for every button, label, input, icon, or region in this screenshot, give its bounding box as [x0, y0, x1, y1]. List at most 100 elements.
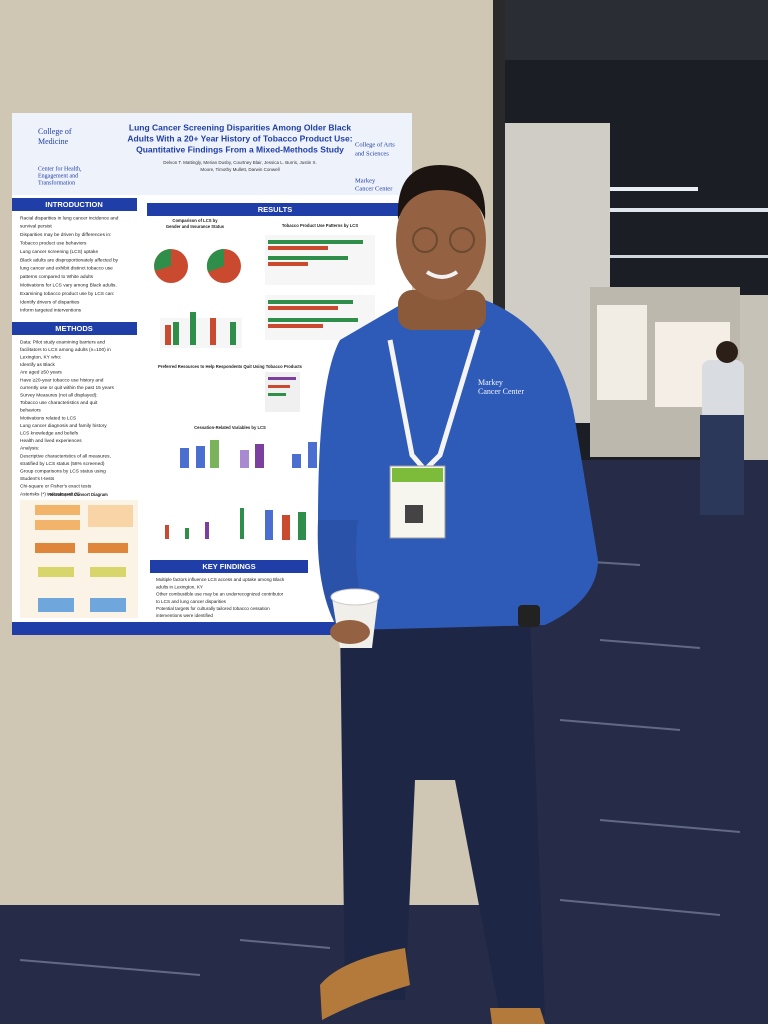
figure-bar [268, 393, 286, 396]
smile [425, 270, 459, 279]
poster-bullet: Inform targeted interventions [20, 308, 82, 314]
poster-footer [12, 622, 412, 635]
figure-bar [268, 300, 353, 304]
logo-text: College of [38, 127, 72, 136]
far-poster [597, 305, 647, 400]
poster-bullet: Survey Measures (not all displayed): [20, 392, 98, 398]
figure-bar [196, 446, 205, 468]
figure-bar [268, 377, 296, 380]
lanyard [387, 339, 427, 472]
poster-bullet: Student's t-tests [20, 476, 55, 482]
poster-bar-figures [160, 235, 375, 540]
figure-bar [210, 440, 219, 468]
figure-bar [298, 512, 306, 540]
logo-text: Engagement and [38, 173, 78, 179]
cup-lid [330, 588, 380, 606]
figure-bar [173, 322, 179, 345]
logo-text: Transformation [38, 179, 75, 186]
person-background [716, 341, 738, 363]
logo-text: and Sciences [355, 150, 389, 157]
section-heading: RESULTS [258, 205, 292, 214]
section-header-bar [150, 560, 308, 573]
poster-bullet: Analysis: [20, 446, 39, 452]
diagram-box [88, 505, 133, 527]
logo-text: College of Arts [355, 141, 395, 148]
section-header-bar [12, 322, 137, 335]
figure-bar [185, 528, 189, 539]
poster-bullet: Lung cancer screening (LCS) uptake [20, 249, 98, 255]
figure-bar [268, 318, 358, 322]
figure-bar [205, 522, 209, 539]
carpet-streak [559, 719, 681, 731]
sweater-logo: Markey [478, 378, 503, 387]
diagram-box [90, 567, 126, 577]
hand [330, 620, 370, 644]
diagram-box [90, 598, 126, 612]
shoe [490, 1008, 545, 1024]
poster-title: Adults With a 20+ Year History of Tobacc… [127, 133, 352, 143]
poster-authors: Moore, Timothy Mullett, Darwin Conwell [200, 167, 279, 172]
figure-bar [268, 306, 338, 310]
diagram-box [88, 543, 128, 553]
poster-bullet: Disparities may be driven by differences… [20, 232, 111, 238]
consort-diagram [20, 500, 138, 618]
figure-bar [165, 525, 169, 539]
pie-figure [154, 249, 171, 271]
figure-title: Preferred Resources to Help Respondents … [158, 364, 303, 369]
face [396, 180, 486, 300]
person [317, 165, 598, 1024]
figure-bar [265, 510, 273, 540]
poster-bullet: Identify drivers of disparities [20, 299, 80, 305]
figure-title: Cessation-Related Variables by LCS [194, 425, 266, 430]
diagram-box [38, 598, 74, 612]
hair [397, 165, 486, 220]
ceiling-light [600, 255, 768, 258]
poster-bullet: interventions were identified [156, 613, 213, 618]
figure-bar [268, 256, 348, 260]
carpet-streak [599, 639, 701, 649]
sweater [318, 296, 598, 630]
text-layer: Lung Cancer Screening Disparities Among … [20, 122, 524, 618]
poster-bullet: Examining tobacco product use by LCS can… [20, 291, 114, 297]
poster-bullet: Data: Pilot study examining barriers and [20, 339, 105, 345]
neck [398, 290, 486, 330]
poster-header [12, 113, 412, 195]
figure-bar [268, 262, 308, 266]
poster-bullet: Multiple factors influence LCS access an… [156, 577, 285, 582]
figure-bar [268, 324, 323, 328]
figure-bar [268, 246, 328, 250]
figure-bar [282, 515, 290, 540]
diagram-box [35, 543, 75, 553]
ceiling-light [606, 187, 698, 191]
person-background [702, 360, 744, 420]
logo-text: Medicine [38, 137, 69, 146]
figure-title: Recruitment Consort Diagram [48, 492, 108, 497]
pie-figure [206, 248, 224, 272]
section-header-bar [147, 203, 402, 216]
poster-bullet: Are aged ≥50 years [20, 370, 62, 376]
badge-qr [405, 505, 423, 523]
poster-bullet: adults in Lexington, KY [156, 584, 203, 589]
glasses [412, 227, 438, 253]
figure-panel [160, 318, 242, 348]
shoe [320, 948, 410, 1020]
figure-bar [292, 454, 301, 468]
poster-bullet: Lung cancer diagnosis and family history [20, 423, 107, 429]
poster-bullet: survival persist [20, 224, 52, 230]
figure-bar [180, 448, 189, 468]
ceiling-light [610, 208, 768, 212]
logo-text: Center for Health, [38, 165, 82, 172]
figure-bar [308, 442, 317, 468]
lanyard [423, 329, 481, 472]
poster-bullet: Have ≥20-year tobacco use history and [20, 377, 104, 383]
badge-band [392, 468, 443, 482]
poster-bullet: to LCS and lung cancer disparities [156, 599, 227, 604]
figure-bar [165, 325, 171, 345]
section-heading: INTRODUCTION [45, 200, 103, 209]
section-heading: METHODS [55, 324, 93, 333]
figure-bar [230, 322, 236, 345]
watch [518, 605, 540, 627]
poster-bullet: lung cancer and exhibit distinct tobacco… [20, 266, 113, 272]
poster-bullet: facilitators to LCS among adults (n=100)… [20, 347, 111, 353]
